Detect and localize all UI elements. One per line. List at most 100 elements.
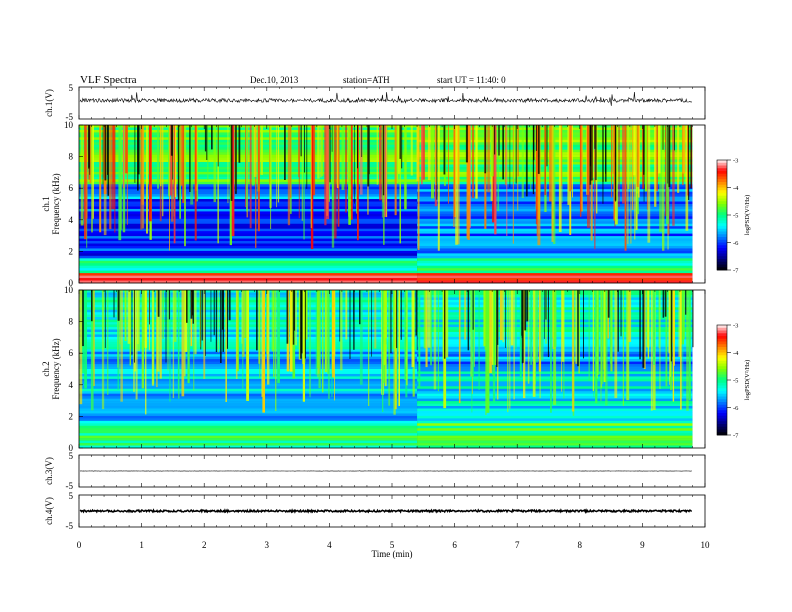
spectrogram-gap [204,125,207,152]
spectrogram-gap [382,125,385,196]
spectrogram-gap [359,290,361,325]
spectrogram-band [79,273,417,276]
spectrogram-gap [331,125,333,152]
spectrogram-gap [134,290,135,363]
spectrogram-sferic [615,125,618,225]
spectrogram-sferic [117,290,120,390]
colorbar-step [717,410,727,414]
spectrogram-gap [547,290,549,358]
spectrogram-gap [396,290,398,349]
spectrogram-band [417,438,693,441]
colorbar-tick-label: -7 [733,433,739,440]
spectrogram-band [417,248,693,252]
colorbar-step [717,432,727,436]
spectrogram-sferic [638,125,640,198]
colorbar-step [717,160,727,164]
colorbar-step [717,184,727,188]
frequency-tick-label: 0 [69,443,74,453]
frequency-tick-label: 6 [69,183,74,193]
spectrogram-sferic [502,290,505,343]
spectrogram-sferic [317,290,319,369]
colorbar-tick-label: -5 [733,213,738,220]
spectrogram-gap [400,290,402,340]
spectrogram-sferic [167,290,169,371]
spectrogram-sferic [418,290,421,389]
colorbar-step [717,231,727,235]
spectrogram-gap [256,290,258,351]
spectrogram-sferic [350,125,353,220]
spectrogram-sferic [243,290,247,339]
colorbar-step [717,388,727,392]
spectrogram-sferic [634,125,636,240]
spectrogram-gap [170,125,173,156]
spectrogram-sferic [120,290,123,402]
spectrogram-band [79,218,417,222]
spectrogram-gap [484,125,487,174]
spectrogram-gap [685,290,687,315]
spectrogram-sferic [225,290,227,402]
time-axis-tick-labels: 0 1 2 3 4 5 6 7 8 9 10 [77,540,710,550]
spectrogram-sferic [549,125,552,202]
spectrogram-gap [620,290,622,337]
spectrogram-band [79,248,417,252]
colorbar-step [717,245,727,249]
colorbar-step [717,424,727,428]
spectrogram-sferic [298,290,302,360]
colorbar-step [717,217,727,221]
colorbar-step [717,173,727,177]
spectrogram-sferic [537,125,541,246]
spectrogram-sferic [592,290,595,391]
spectrogram-band [417,268,693,271]
spectrogram-sferic [173,125,176,244]
spectrogram-sferic [303,125,305,240]
time-tick-label: 7 [515,540,520,550]
spectrogram-band [79,253,417,257]
spectrogram-sferic [532,290,536,397]
spectrogram-gap [607,290,610,318]
spectrogram-sferic [340,290,343,371]
spectrogram-sferic [324,290,327,373]
colorbar-tick-label: -7 [733,268,739,275]
spectrogram-band [79,238,417,242]
spectrogram-sferic [572,125,573,198]
spectrogram-band [417,250,693,254]
spectrogram-sferic [310,125,312,229]
colorbar-step [717,190,727,194]
spectrogram-gap [515,125,517,184]
spectrogram-sferic [658,125,661,174]
spectrogram-sferic [290,125,292,198]
spectrogram-sferic [688,290,691,401]
spectrogram-gap [191,290,193,316]
spectrogram-sferic [486,290,490,413]
spectrogram-band [79,265,417,269]
spectrogram-sferic [483,290,486,347]
spectrogram-sferic [669,290,671,385]
spectrogram-gap [137,125,139,191]
spectrogram-gap [502,125,504,180]
spectrogram-band [417,415,693,419]
spectrogram-sferic [410,125,413,176]
spectrogram-sferic [160,125,162,187]
spectrogram-sferic [141,290,145,389]
colorbar-step [717,212,727,216]
spectrogram-sferic [298,125,300,219]
spectrogram-sferic [504,125,507,186]
spectrogram-sferic [231,125,235,237]
spectrogram-sferic [530,125,532,190]
spectrogram-gap [643,125,645,202]
spectrogram-band [417,440,693,444]
spectrogram-sferic [682,290,685,340]
spectrogram-sferic [553,125,556,244]
spectrogram-sferic [182,125,185,203]
spectrogram-sferic [305,290,308,340]
colorbar-step [717,206,727,210]
spectrogram-sferic [266,290,268,365]
spectrogram-gap [294,290,296,331]
spectrogram-sferic [665,290,668,387]
ch2-spectrogram-ylabels: 0 2 4 6 8 10 [64,285,83,453]
spectrogram-band [79,223,417,227]
spectrogram-gap [546,125,548,167]
spectrogram-gap [177,125,180,201]
spectrogram-band [417,408,693,412]
spectrogram-gap [104,125,107,181]
